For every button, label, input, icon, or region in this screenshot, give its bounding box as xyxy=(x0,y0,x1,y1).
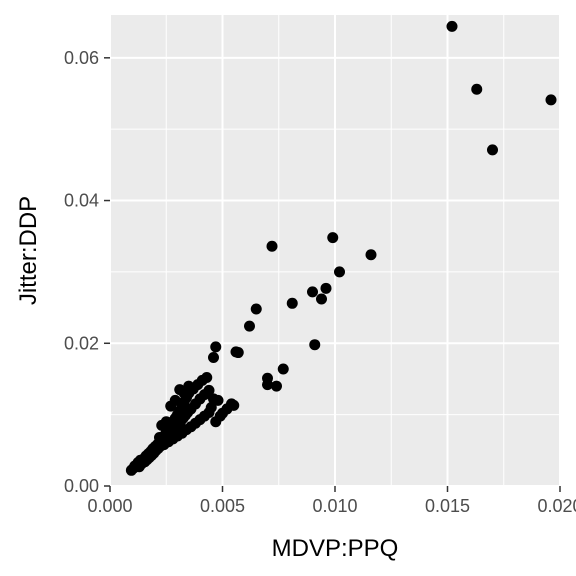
scatter-point xyxy=(277,363,289,375)
scatter-point xyxy=(210,341,222,353)
scatter-point xyxy=(250,303,262,315)
x-tick-label: 0.010 xyxy=(312,496,357,516)
y-tick-label: 0.04 xyxy=(64,191,99,211)
x-tick-label: 0.005 xyxy=(200,496,245,516)
scatter-point xyxy=(365,249,377,261)
data-points xyxy=(125,20,557,476)
scatter-point xyxy=(307,286,318,298)
scatter-point xyxy=(232,347,244,359)
y-axis-title: Jitter:DDP xyxy=(15,196,42,305)
scatter-point xyxy=(271,380,282,392)
scatter-point xyxy=(262,372,273,384)
scatter-point xyxy=(160,416,172,428)
x-axis-title: MDVP:PPQ xyxy=(272,535,399,562)
scatter-point xyxy=(228,399,240,411)
x-tick-label: 0.020 xyxy=(537,496,576,516)
scatter-point xyxy=(201,372,213,384)
y-tick-label: 0.02 xyxy=(64,333,99,353)
scatter-point xyxy=(446,20,458,32)
scatter-point xyxy=(316,293,327,305)
major-gridlines xyxy=(109,15,561,487)
x-tick-label: 0.015 xyxy=(425,496,470,516)
scatter-point xyxy=(266,240,278,252)
y-tick-label: 0.06 xyxy=(64,48,99,68)
y-axis-ticks: 0.00 0.02 0.04 0.06 xyxy=(64,48,110,496)
scatter-point xyxy=(244,320,255,332)
scatter-point xyxy=(286,297,298,309)
scatter-point xyxy=(212,394,224,406)
scatter-point xyxy=(471,83,483,95)
scatter-point xyxy=(545,94,557,106)
scatter-point xyxy=(205,402,217,413)
scatter-point xyxy=(309,339,321,351)
scatter-point xyxy=(208,352,219,364)
x-tick-label: 0.000 xyxy=(87,496,132,516)
y-tick-label: 0.00 xyxy=(64,476,99,496)
scatter-point xyxy=(487,144,498,156)
scatter-point xyxy=(169,394,181,406)
scatter-point xyxy=(183,380,195,392)
scatter-point xyxy=(320,282,332,294)
scatter-point xyxy=(327,232,339,244)
scatter-point xyxy=(334,266,345,278)
scatter-point xyxy=(203,384,215,396)
x-axis-ticks: 0.000 0.005 0.010 0.015 0.020 xyxy=(87,486,576,516)
